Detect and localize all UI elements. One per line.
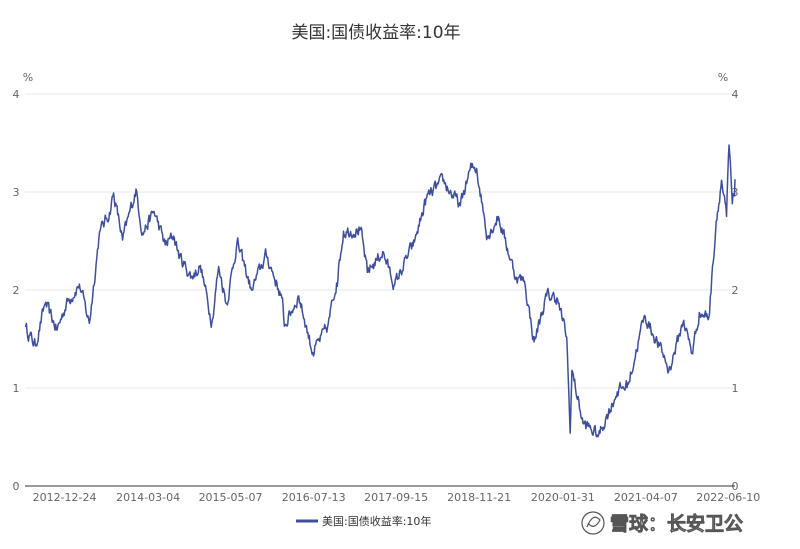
series-line bbox=[24, 144, 736, 438]
x-tick-label: 2012-12-24 bbox=[33, 491, 97, 504]
right-unit-label: % bbox=[718, 71, 728, 84]
y-tick-label-right: 4 bbox=[732, 88, 739, 101]
gridlines bbox=[25, 93, 735, 389]
x-tick-label: 2014-03-04 bbox=[116, 491, 180, 504]
x-axis-ticks: 2012-12-24 2014-03-04 2015-05-07 2016-07-13… bbox=[33, 491, 761, 504]
x-tick-label: 2017-09-15 bbox=[364, 491, 428, 504]
y-tick-label-left: 3 bbox=[13, 186, 20, 199]
y-tick-label-left: 1 bbox=[13, 382, 20, 395]
watermark-text: 雪球：长安卫公 bbox=[610, 512, 743, 535]
x-tick-label: 2015-05-07 bbox=[199, 491, 263, 504]
x-tick-label: 2016-07-13 bbox=[282, 491, 346, 504]
x-tick-label: 2018-11-21 bbox=[447, 491, 511, 504]
legend[interactable]: 美国:国债收益率:10年 bbox=[296, 514, 431, 528]
x-tick-label: 2022-06-10 bbox=[696, 491, 760, 504]
left-y-axis-ticks: 0 1 2 3 4 bbox=[13, 88, 20, 493]
legend-label: 美国:国债收益率:10年 bbox=[322, 514, 431, 528]
x-tick-label: 2021-04-07 bbox=[614, 491, 678, 504]
y-tick-label-right: 1 bbox=[732, 382, 739, 395]
y-tick-label-left: 2 bbox=[13, 284, 20, 297]
left-unit-label: % bbox=[23, 71, 33, 84]
y-tick-label-left: 4 bbox=[13, 88, 20, 101]
chart-title: 美国:国债收益率:10年 bbox=[291, 23, 460, 43]
series-lines bbox=[24, 144, 736, 438]
x-tick-label: 2020-01-31 bbox=[531, 491, 595, 504]
watermark-logo-swirl bbox=[586, 516, 601, 528]
y-tick-label-right: 2 bbox=[732, 284, 739, 297]
watermark: 雪球：长安卫公 bbox=[581, 511, 743, 535]
watermark-logo-icon bbox=[581, 511, 605, 535]
y-tick-label-left: 0 bbox=[13, 480, 20, 493]
